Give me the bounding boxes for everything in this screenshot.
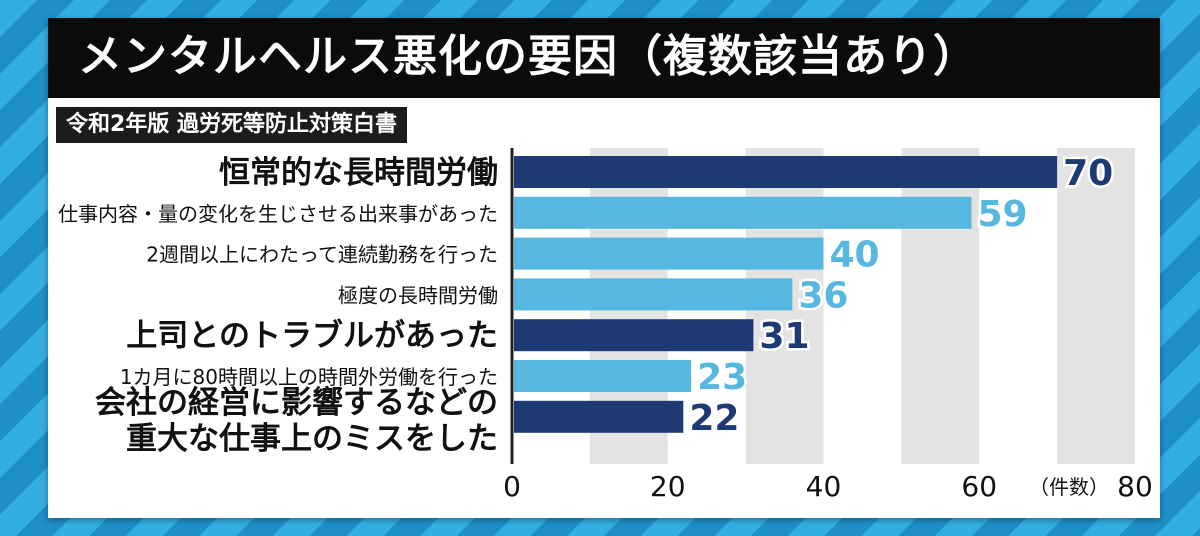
value-label: 22 (689, 398, 739, 439)
x-tick-label: 40 (806, 470, 842, 503)
grid-band (901, 148, 980, 464)
category-label: 2週間以上にわたって連続勤務を行った (146, 243, 498, 267)
value-label: 70 (1063, 153, 1113, 194)
value-label: 31 (759, 316, 809, 357)
bar (514, 237, 824, 270)
bar (514, 400, 684, 433)
category-label: 上司とのトラブルがあった (126, 318, 498, 354)
value-label: 59 (977, 194, 1027, 235)
x-tick-label: 60 (961, 470, 997, 503)
category-label: 極度の長時間労働 (338, 283, 498, 307)
x-tick-label: 80 (1117, 470, 1153, 503)
bar (514, 196, 972, 229)
bar (514, 319, 754, 352)
category-label: 重大な仕事上のミスをした (126, 421, 498, 457)
x-axis-unit-label: （件数） (1029, 475, 1109, 499)
bar (514, 278, 793, 311)
value-label: 36 (798, 275, 848, 316)
category-label: 1カ月に80時間以上の時間外労働を行った (120, 365, 498, 389)
bar (514, 156, 1058, 188)
x-tick-label: 0 (503, 470, 521, 503)
title-bar: メンタルヘルス悪化の要因（複数該当あり） (48, 18, 1160, 98)
category-label: 会社の経営に影響するなどの (95, 385, 498, 421)
bar (514, 360, 692, 392)
category-label: 仕事内容・量の変化を生じさせる出来事があった (58, 202, 498, 226)
category-label: 恒常的な長時間労働 (219, 155, 498, 191)
source-label: 令和2年版 過労死等防止対策白書 (56, 107, 407, 143)
chart-title: メンタルヘルス悪化の要因（複数該当あり） (78, 31, 978, 82)
value-label: 40 (830, 235, 880, 276)
x-tick-label: 20 (650, 470, 686, 503)
grid-band (1057, 148, 1135, 464)
value-label: 23 (697, 357, 747, 398)
